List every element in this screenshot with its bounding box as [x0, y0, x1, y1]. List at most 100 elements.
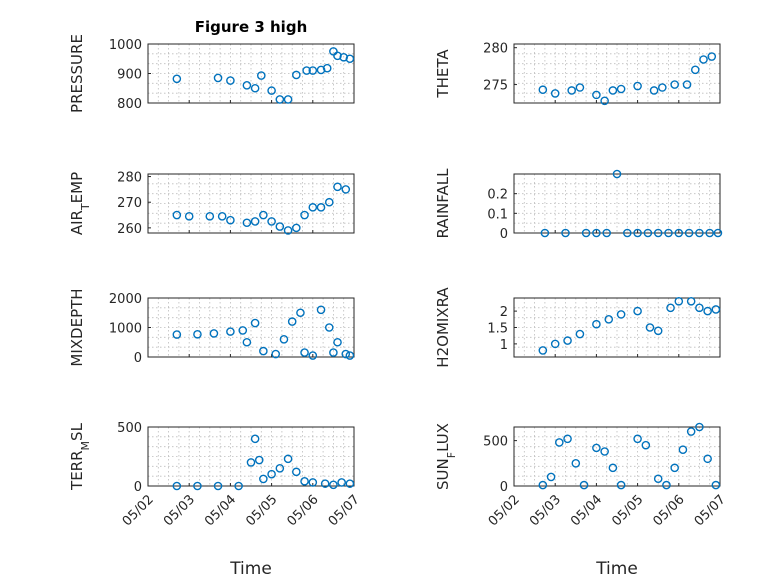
- data-point: [540, 228, 550, 238]
- data-point: [633, 434, 642, 444]
- data-point: [695, 228, 704, 238]
- data-point: [308, 203, 318, 212]
- data-point: [292, 70, 301, 80]
- data-point: [686, 296, 696, 306]
- data-point: [205, 212, 215, 221]
- y-tick-label: 0: [134, 480, 142, 495]
- data-point: [226, 76, 235, 85]
- data-point: [302, 66, 311, 75]
- x-tick-label: 05/03: [161, 492, 198, 529]
- data-point: [703, 306, 712, 316]
- x-tick-label: 05/04: [202, 492, 239, 529]
- data-point: [320, 479, 330, 488]
- data-point: [292, 467, 301, 477]
- chart-title: Figure 3 high: [195, 18, 308, 36]
- data-point: [555, 438, 564, 447]
- data-point: [546, 472, 556, 482]
- data-point: [345, 479, 355, 488]
- data-point: [300, 210, 309, 220]
- data-point: [592, 443, 601, 453]
- y-tick-label: 0.2: [487, 188, 508, 203]
- data-point: [292, 223, 301, 233]
- data-point: [341, 349, 351, 359]
- data-point: [653, 326, 663, 336]
- data-point: [279, 334, 289, 344]
- data-point: [184, 212, 194, 221]
- x-tick-label: 05/07: [692, 492, 729, 529]
- y-tick-label: 1: [500, 338, 508, 353]
- data-point: [616, 480, 626, 490]
- data-point: [602, 228, 612, 238]
- subplot-rainfall: 0 0.1 0.2 RAINFALL: [434, 168, 723, 242]
- data-point: [259, 474, 268, 484]
- data-point: [633, 228, 642, 238]
- data-point: [670, 80, 679, 89]
- data-point: [308, 351, 318, 360]
- y-tick-label: 270: [117, 196, 142, 211]
- y-tick-label: 280: [483, 42, 508, 57]
- data-point: [550, 339, 560, 349]
- data-point: [550, 89, 560, 98]
- y-tick-label: 1000: [109, 38, 142, 53]
- y-tick-label: 900: [117, 68, 142, 83]
- data-point: [324, 197, 334, 207]
- y-tick-label: 2000: [109, 292, 142, 307]
- data-point: [193, 481, 202, 491]
- data-point: [296, 308, 305, 318]
- data-point: [226, 327, 235, 336]
- data-point: [316, 203, 326, 212]
- y-axis-label: MIXDEPTH: [68, 288, 86, 366]
- data-point: [600, 447, 609, 456]
- x-axis-label: Time: [595, 559, 638, 579]
- data-point: [267, 217, 276, 226]
- data-point: [283, 226, 293, 235]
- data-point: [686, 427, 696, 436]
- x-tick-label: 05/05: [243, 492, 280, 529]
- y-tick-label: 0: [134, 351, 142, 366]
- data-point: [329, 348, 338, 357]
- y-tick-label: 800: [117, 97, 142, 112]
- data-point: [246, 458, 256, 467]
- x-tick-label: 05/02: [120, 492, 157, 529]
- data-point: [649, 86, 659, 95]
- data-point: [300, 348, 309, 357]
- data-point: [705, 228, 715, 238]
- data-point: [571, 459, 581, 468]
- data-point: [333, 337, 342, 347]
- y-axis-label: RAINFALL: [434, 168, 452, 239]
- data-point: [234, 481, 243, 491]
- data-point: [242, 337, 252, 347]
- data-point: [575, 83, 585, 92]
- data-point: [193, 329, 202, 339]
- data-point: [308, 66, 318, 75]
- data-point: [662, 480, 671, 490]
- data-point: [561, 228, 570, 238]
- data-point: [581, 228, 591, 238]
- y-tick-label: 2: [500, 305, 508, 320]
- data-point: [213, 73, 223, 83]
- data-point: [172, 481, 182, 491]
- data-point: [616, 84, 626, 94]
- data-point: [238, 326, 248, 335]
- data-point: [682, 80, 692, 89]
- axes-box: [513, 43, 721, 104]
- subplot-terr-msl: 05/02 05/03 05/04 05/05 05/06 05/07 0 500 TERRMS…: [68, 421, 363, 529]
- data-point: [633, 306, 642, 316]
- data-point: [563, 336, 572, 345]
- data-point: [699, 55, 708, 64]
- data-point: [333, 51, 342, 61]
- data-point: [563, 434, 572, 444]
- y-tick-label: 500: [117, 421, 142, 436]
- y-axis-label: THETA: [434, 49, 452, 99]
- data-point: [711, 480, 721, 490]
- data-point: [567, 86, 576, 95]
- data-point: [345, 351, 355, 360]
- data-point: [250, 318, 260, 328]
- data-point: [172, 330, 182, 339]
- data-point: [283, 454, 293, 464]
- data-point: [300, 476, 309, 486]
- data-point: [695, 303, 704, 313]
- data-point: [653, 474, 663, 484]
- data-point: [287, 317, 297, 326]
